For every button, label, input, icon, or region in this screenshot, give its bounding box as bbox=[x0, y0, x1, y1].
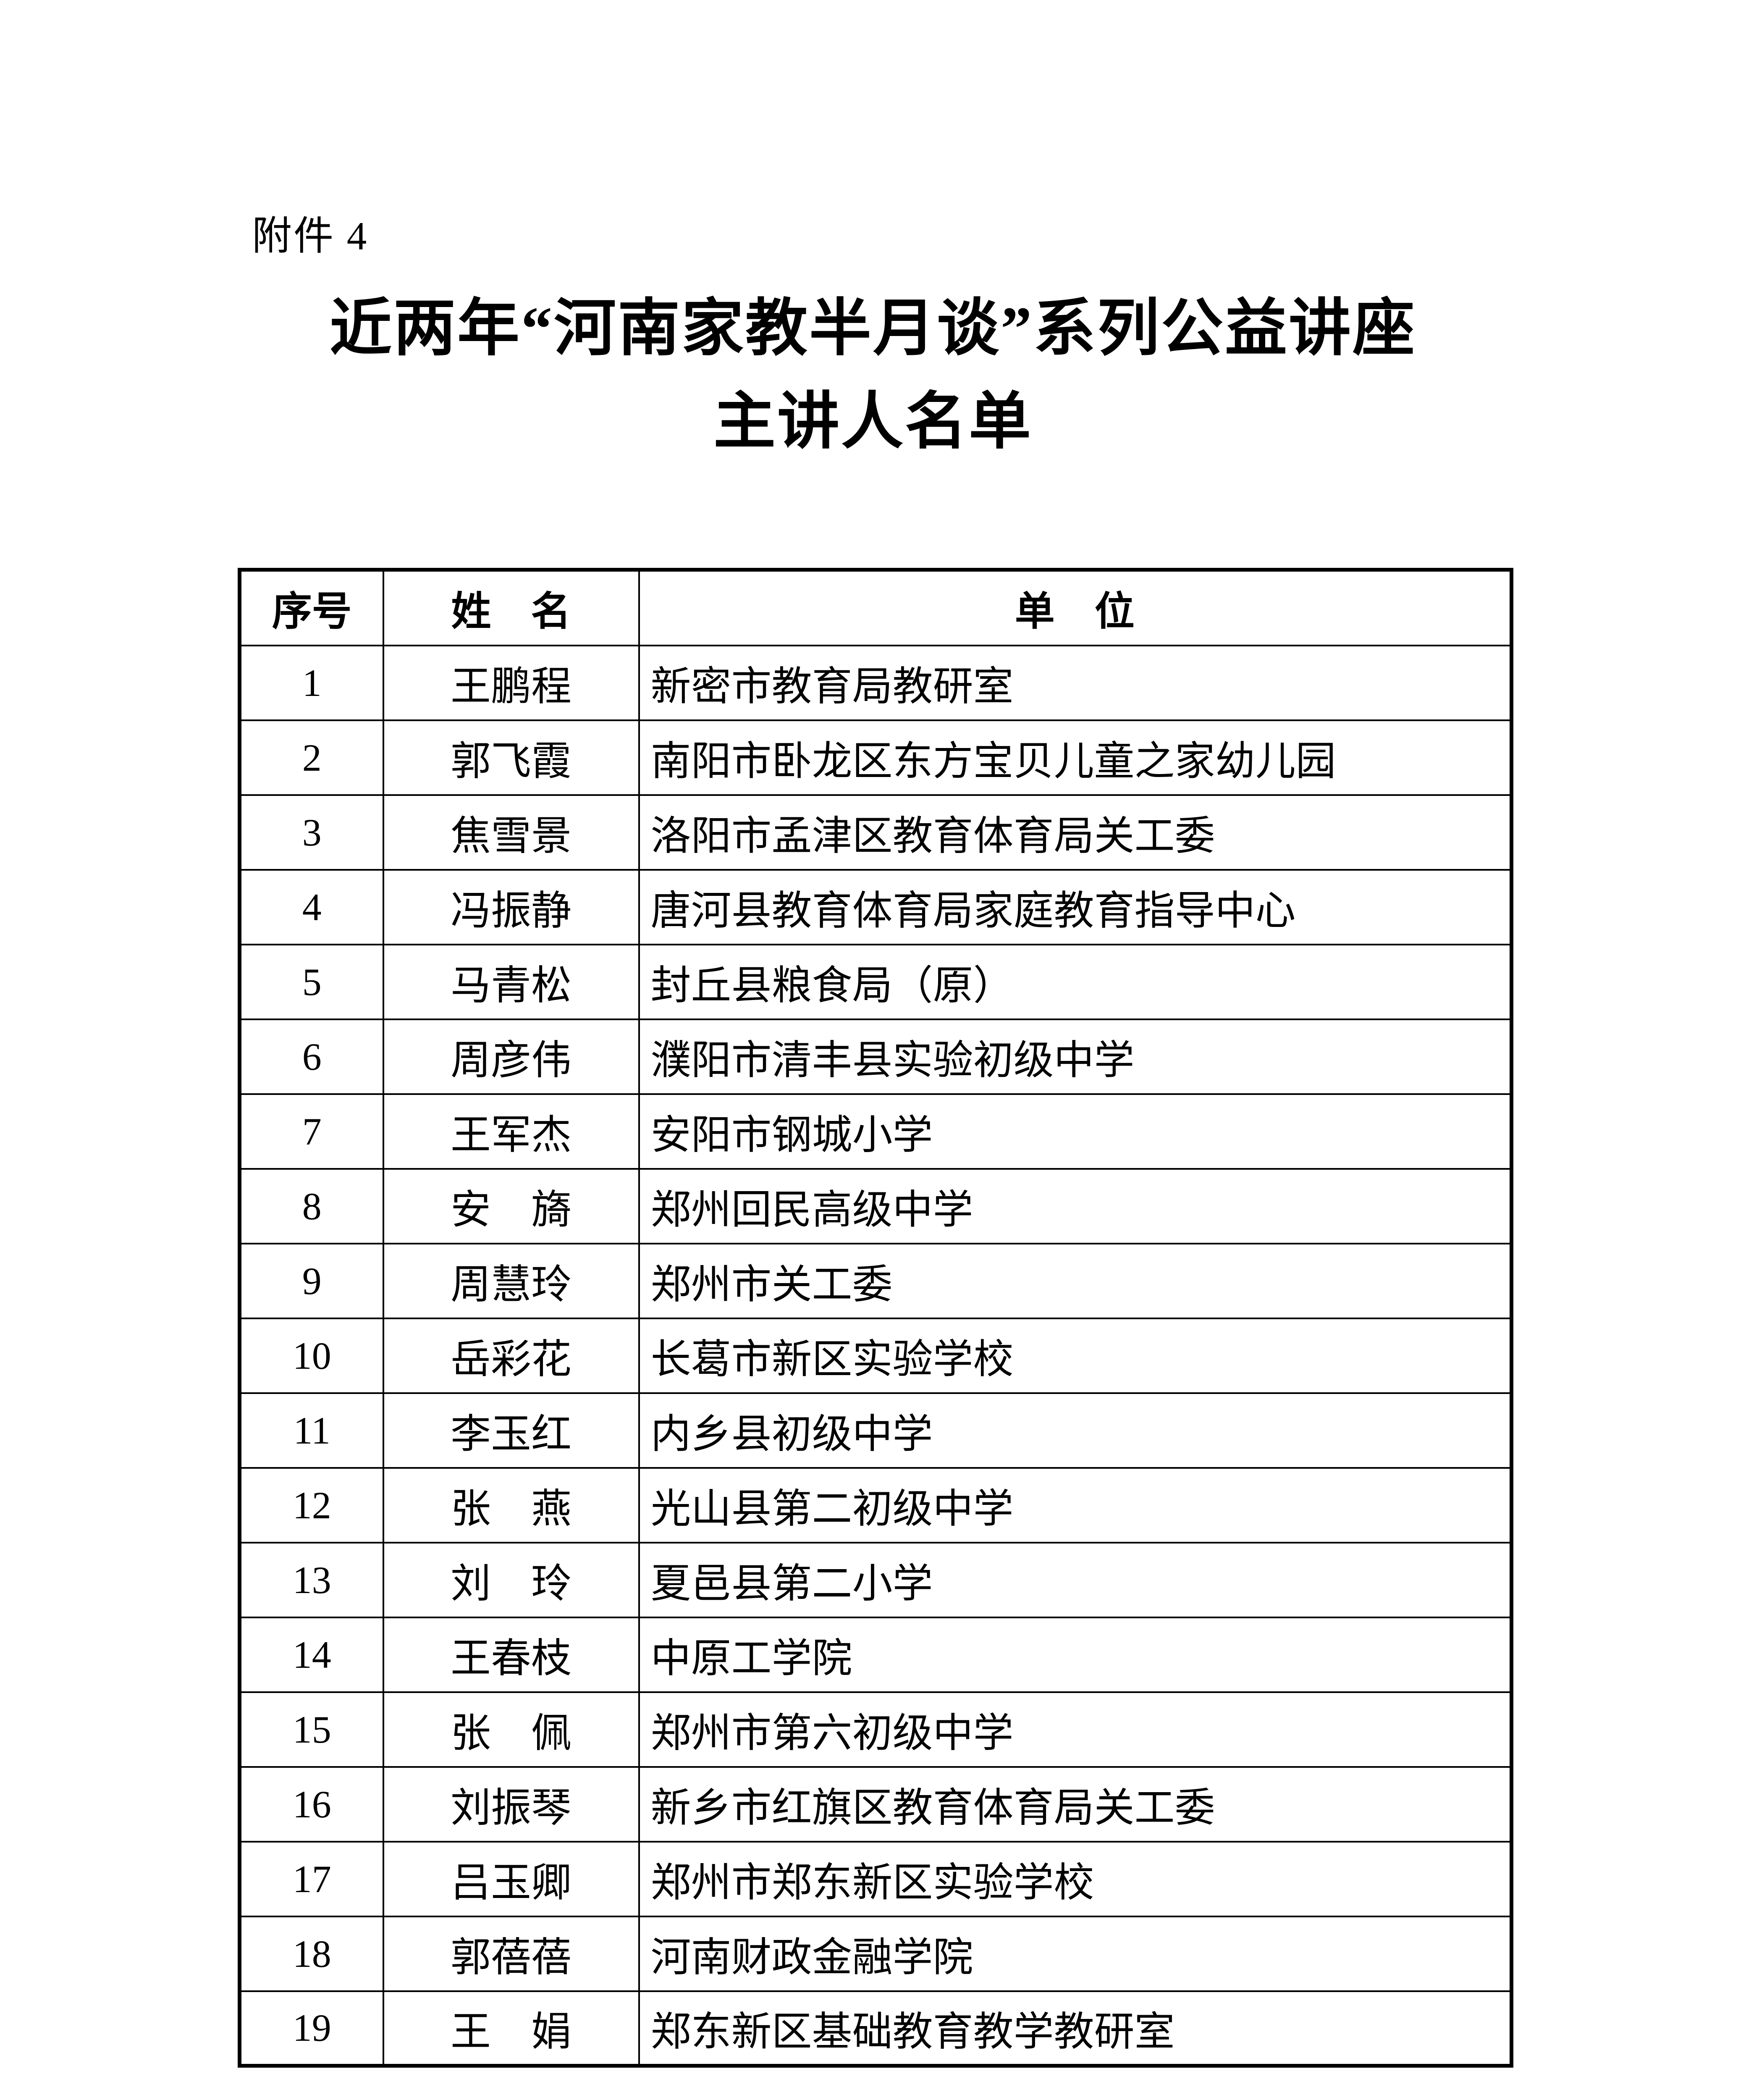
table-row: 8 安 旖 郑州回民高级中学 bbox=[239, 1168, 1513, 1244]
document-title: 近两年“河南家教半月谈”系列公益讲座 主讲人名单 bbox=[0, 282, 1746, 469]
table-row: 13 刘 玲 夏邑县第二小学 bbox=[239, 1541, 1513, 1618]
unit-cell: 封丘县粮食局（原） bbox=[638, 943, 1513, 1020]
table-row: 9 周慧玲 郑州市关工委 bbox=[239, 1242, 1513, 1319]
serial-number-cell: 11 bbox=[239, 1392, 384, 1469]
table-header-row: 序号 姓 名 单 位 bbox=[239, 569, 1513, 646]
document-title-line2: 主讲人名单 bbox=[713, 388, 1033, 457]
unit-cell: 郑州市关工委 bbox=[638, 1242, 1513, 1319]
name-cell: 安 旖 bbox=[382, 1168, 640, 1244]
unit-cell: 中原工学院 bbox=[638, 1616, 1513, 1693]
name-cell: 王春枝 bbox=[382, 1616, 640, 1693]
header-name: 姓 名 bbox=[382, 569, 640, 646]
unit-cell: 南阳市卧龙区东方宝贝儿童之家幼儿园 bbox=[638, 719, 1513, 796]
name-cell: 张 佩 bbox=[382, 1691, 640, 1768]
table-row: 12 张 燕 光山县第二初级中学 bbox=[239, 1467, 1513, 1544]
name-cell: 郭蓓蓓 bbox=[382, 1915, 640, 1992]
table-row: 17 吕玉卿 郑州市郑东新区实验学校 bbox=[239, 1840, 1513, 1917]
serial-number-cell: 17 bbox=[239, 1840, 384, 1917]
unit-cell: 新乡市红旗区教育体育局关工委 bbox=[638, 1766, 1513, 1843]
name-cell: 郭飞霞 bbox=[382, 719, 640, 796]
table-row: 18 郭蓓蓓 河南财政金融学院 bbox=[239, 1915, 1513, 1992]
name-cell: 刘 玲 bbox=[382, 1541, 640, 1618]
table-row: 14 王春枝 中原工学院 bbox=[239, 1616, 1513, 1693]
serial-number-cell: 13 bbox=[239, 1541, 384, 1618]
serial-number-cell: 15 bbox=[239, 1691, 384, 1768]
name-cell: 刘振琴 bbox=[382, 1766, 640, 1843]
table-row: 4 冯振静 唐河县教育体育局家庭教育指导中心 bbox=[239, 869, 1513, 945]
unit-cell: 洛阳市孟津区教育体育局关工委 bbox=[638, 794, 1513, 871]
name-cell: 焦雪景 bbox=[382, 794, 640, 871]
serial-number-cell: 7 bbox=[239, 1093, 384, 1170]
table-body: 1 王鹏程 新密市教育局教研室 2 郭飞霞 南阳市卧龙区东方宝贝儿童之家幼儿园 … bbox=[239, 644, 1513, 2067]
unit-cell: 河南财政金融学院 bbox=[638, 1915, 1513, 1992]
table-row: 15 张 佩 郑州市第六初级中学 bbox=[239, 1691, 1513, 1768]
serial-number-cell: 3 bbox=[239, 794, 384, 871]
unit-cell: 郑东新区基础教育教学教研室 bbox=[638, 1990, 1513, 2067]
name-cell: 岳彩花 bbox=[382, 1317, 640, 1394]
unit-cell: 长葛市新区实验学校 bbox=[638, 1317, 1513, 1394]
attachment-label: 附件 4 bbox=[252, 214, 369, 258]
name-cell: 王鹏程 bbox=[382, 644, 640, 721]
unit-cell: 新密市教育局教研室 bbox=[638, 644, 1513, 721]
serial-number-cell: 5 bbox=[239, 943, 384, 1020]
table-row: 19 王 娟 郑东新区基础教育教学教研室 bbox=[239, 1990, 1513, 2067]
unit-cell: 内乡县初级中学 bbox=[638, 1392, 1513, 1469]
table-row: 3 焦雪景 洛阳市孟津区教育体育局关工委 bbox=[239, 794, 1513, 871]
name-cell: 周慧玲 bbox=[382, 1242, 640, 1319]
unit-cell: 唐河县教育体育局家庭教育指导中心 bbox=[638, 869, 1513, 945]
serial-number-cell: 18 bbox=[239, 1915, 384, 1992]
table-row: 6 周彦伟 濮阳市清丰县实验初级中学 bbox=[239, 1018, 1513, 1095]
serial-number-cell: 16 bbox=[239, 1766, 384, 1843]
serial-number-cell: 1 bbox=[239, 644, 384, 721]
unit-cell: 光山县第二初级中学 bbox=[638, 1467, 1513, 1544]
serial-number-cell: 4 bbox=[239, 869, 384, 945]
name-cell: 张 燕 bbox=[382, 1467, 640, 1544]
unit-cell: 夏邑县第二小学 bbox=[638, 1541, 1513, 1618]
serial-number-cell: 9 bbox=[239, 1242, 384, 1319]
header-unit: 单 位 bbox=[638, 569, 1513, 646]
table-row: 2 郭飞霞 南阳市卧龙区东方宝贝儿童之家幼儿园 bbox=[239, 719, 1513, 796]
speaker-roster-table: 序号 姓 名 单 位 1 王鹏程 新密市教育局教研室 2 郭飞霞 南阳市卧龙区东… bbox=[238, 568, 1513, 2068]
serial-number-cell: 19 bbox=[239, 1990, 384, 2067]
document-title-line1: 近两年“河南家教半月谈”系列公益讲座 bbox=[330, 294, 1416, 363]
unit-cell: 郑州回民高级中学 bbox=[638, 1168, 1513, 1244]
table-row: 5 马青松 封丘县粮食局（原） bbox=[239, 943, 1513, 1020]
header-serial-number: 序号 bbox=[239, 569, 384, 646]
serial-number-cell: 12 bbox=[239, 1467, 384, 1544]
serial-number-cell: 2 bbox=[239, 719, 384, 796]
table-row: 10 岳彩花 长葛市新区实验学校 bbox=[239, 1317, 1513, 1394]
serial-number-cell: 8 bbox=[239, 1168, 384, 1244]
unit-cell: 郑州市郑东新区实验学校 bbox=[638, 1840, 1513, 1917]
name-cell: 吕玉卿 bbox=[382, 1840, 640, 1917]
name-cell: 李玉红 bbox=[382, 1392, 640, 1469]
name-cell: 王 娟 bbox=[382, 1990, 640, 2067]
serial-number-cell: 10 bbox=[239, 1317, 384, 1394]
table-header: 序号 姓 名 单 位 bbox=[239, 569, 1513, 646]
unit-cell: 濮阳市清丰县实验初级中学 bbox=[638, 1018, 1513, 1095]
table-row: 7 王军杰 安阳市钢城小学 bbox=[239, 1093, 1513, 1170]
name-cell: 周彦伟 bbox=[382, 1018, 640, 1095]
serial-number-cell: 6 bbox=[239, 1018, 384, 1095]
table-row: 1 王鹏程 新密市教育局教研室 bbox=[239, 644, 1513, 721]
name-cell: 冯振静 bbox=[382, 869, 640, 945]
table-row: 16 刘振琴 新乡市红旗区教育体育局关工委 bbox=[239, 1766, 1513, 1843]
table-row: 11 李玉红 内乡县初级中学 bbox=[239, 1392, 1513, 1469]
unit-cell: 安阳市钢城小学 bbox=[638, 1093, 1513, 1170]
name-cell: 王军杰 bbox=[382, 1093, 640, 1170]
serial-number-cell: 14 bbox=[239, 1616, 384, 1693]
name-cell: 马青松 bbox=[382, 943, 640, 1020]
unit-cell: 郑州市第六初级中学 bbox=[638, 1691, 1513, 1768]
